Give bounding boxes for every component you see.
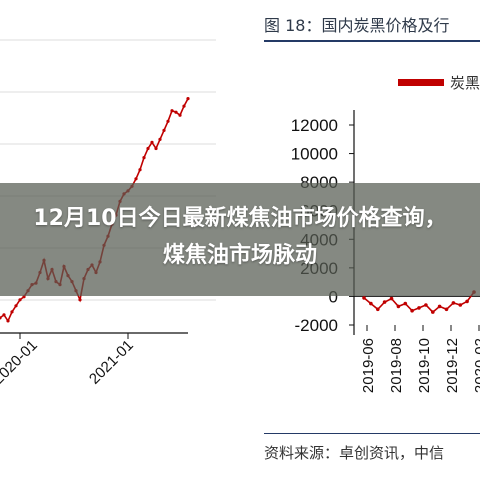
- left-x-tick-label: 2020-01: [0, 337, 41, 388]
- left-data-point: [158, 137, 162, 141]
- right-x-tick-label: 2019-06: [360, 338, 377, 393]
- right-data-point: [376, 307, 380, 312]
- right-data-point: [369, 301, 373, 306]
- left-data-point: [166, 119, 170, 123]
- right-chart-svg: -2000020004000600080001000012000 2019-06…: [291, 110, 480, 393]
- right-data-point: [396, 304, 401, 309]
- source-note: 资料来源：卓创资讯，中信: [264, 444, 445, 462]
- left-data-point: [142, 156, 146, 160]
- left-data-point: [174, 110, 178, 114]
- right-x-axis-ticks: 2019-06 2019-08 2019-10 2019-12 2020-02: [360, 325, 480, 393]
- right-data-point: [444, 307, 449, 312]
- right-data-point: [362, 296, 366, 300]
- right-x-tick-label: 2019-08: [388, 338, 405, 393]
- right-series-line: [362, 290, 476, 314]
- right-data-point: [410, 308, 414, 313]
- left-data-point: [170, 109, 174, 113]
- legend: 炭黑: [398, 72, 480, 93]
- right-data-point: [382, 300, 387, 304]
- right-data-point: [424, 303, 428, 307]
- left-data-point: [78, 298, 82, 302]
- right-y-tick-label: 12000: [291, 116, 338, 135]
- title-underline: [264, 40, 480, 42]
- right-y-tick-label: 10000: [291, 145, 338, 164]
- legend-label: 炭黑: [450, 74, 480, 92]
- left-data-point: [162, 128, 166, 132]
- article-headline[interactable]: 12月10日今日最新煤焦油市场价格查询，煤焦油市场脉动: [33, 206, 447, 268]
- right-data-point: [465, 299, 469, 304]
- right-y-tick-label: -2000: [295, 316, 338, 335]
- left-data-point: [6, 319, 10, 323]
- left-x-tick-label: 2021-01: [86, 337, 137, 388]
- left-data-point: [154, 146, 158, 151]
- left-data-point: [178, 113, 182, 117]
- source-divider: [264, 433, 480, 434]
- left-data-point: [2, 313, 6, 317]
- left-data-point: [186, 97, 190, 101]
- left-data-point: [150, 140, 154, 144]
- legend-swatch: [398, 79, 444, 86]
- right-x-tick-label: 2019-10: [416, 338, 433, 393]
- left-data-point: [10, 310, 14, 314]
- left-data-point: [138, 168, 142, 172]
- headline-banner: [0, 183, 480, 296]
- chart-title: 图 18：国内炭黑价格及行: [264, 16, 450, 35]
- right-data-point: [431, 310, 435, 314]
- right-data-point: [403, 301, 408, 306]
- right-data-point: [389, 296, 394, 301]
- left-data-point: [14, 304, 18, 308]
- left-data-point: [18, 298, 22, 302]
- right-data-point: [458, 303, 463, 307]
- right-data-point: [437, 304, 442, 309]
- left-data-point: [146, 146, 150, 151]
- right-x-tick-label: 2019-12: [444, 338, 461, 393]
- right-x-tick-label: 2020-02: [472, 338, 480, 393]
- left-data-point: [0, 316, 2, 320]
- right-y-tick-label: 0: [329, 287, 338, 306]
- left-data-point: [182, 104, 186, 108]
- left-data-point: [134, 177, 138, 181]
- right-data-point: [451, 301, 456, 305]
- right-data-point: [417, 306, 421, 310]
